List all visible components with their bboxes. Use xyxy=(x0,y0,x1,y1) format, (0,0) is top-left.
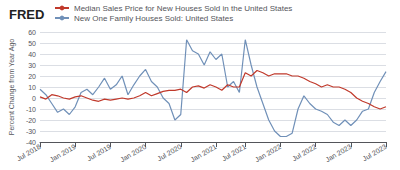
svg-text:Jul 2020: Jul 2020 xyxy=(156,143,182,162)
svg-text:-40: -40 xyxy=(25,138,36,146)
svg-text:Median Sales Price for New Hou: Median Sales Price for New Houses Sold i… xyxy=(74,4,292,13)
svg-text:Jul 2019: Jul 2019 xyxy=(86,143,112,162)
svg-text:Jan 2022: Jan 2022 xyxy=(254,143,282,163)
svg-text:0: 0 xyxy=(32,95,36,102)
svg-text:Jan 2021: Jan 2021 xyxy=(189,143,217,163)
svg-text:10: 10 xyxy=(28,84,36,91)
svg-text:50: 50 xyxy=(28,40,36,47)
svg-text:Jan 2023: Jan 2023 xyxy=(324,143,352,163)
svg-text:Jul 2021: Jul 2021 xyxy=(221,143,247,162)
svg-text:-10: -10 xyxy=(26,106,36,113)
svg-text:Jul 2023: Jul 2023 xyxy=(361,143,387,162)
svg-text:Jan 2019: Jan 2019 xyxy=(49,143,77,163)
svg-text:30: 30 xyxy=(28,62,36,69)
svg-text:Percent Change from Year Ago: Percent Change from Year Ago xyxy=(8,39,16,136)
svg-text:FRED: FRED xyxy=(9,7,44,22)
svg-text:-30: -30 xyxy=(26,128,36,135)
svg-text:40: 40 xyxy=(28,51,36,58)
svg-text:Jul 2018: Jul 2018 xyxy=(15,143,41,162)
svg-text:20: 20 xyxy=(28,73,36,80)
svg-text:-20: -20 xyxy=(26,117,36,124)
svg-text:New One Family Houses Sold: Un: New One Family Houses Sold: United State… xyxy=(74,14,233,23)
svg-text:60: 60 xyxy=(28,29,36,36)
svg-text:Jul 2022: Jul 2022 xyxy=(291,143,317,162)
svg-text:Jan 2020: Jan 2020 xyxy=(119,143,147,163)
